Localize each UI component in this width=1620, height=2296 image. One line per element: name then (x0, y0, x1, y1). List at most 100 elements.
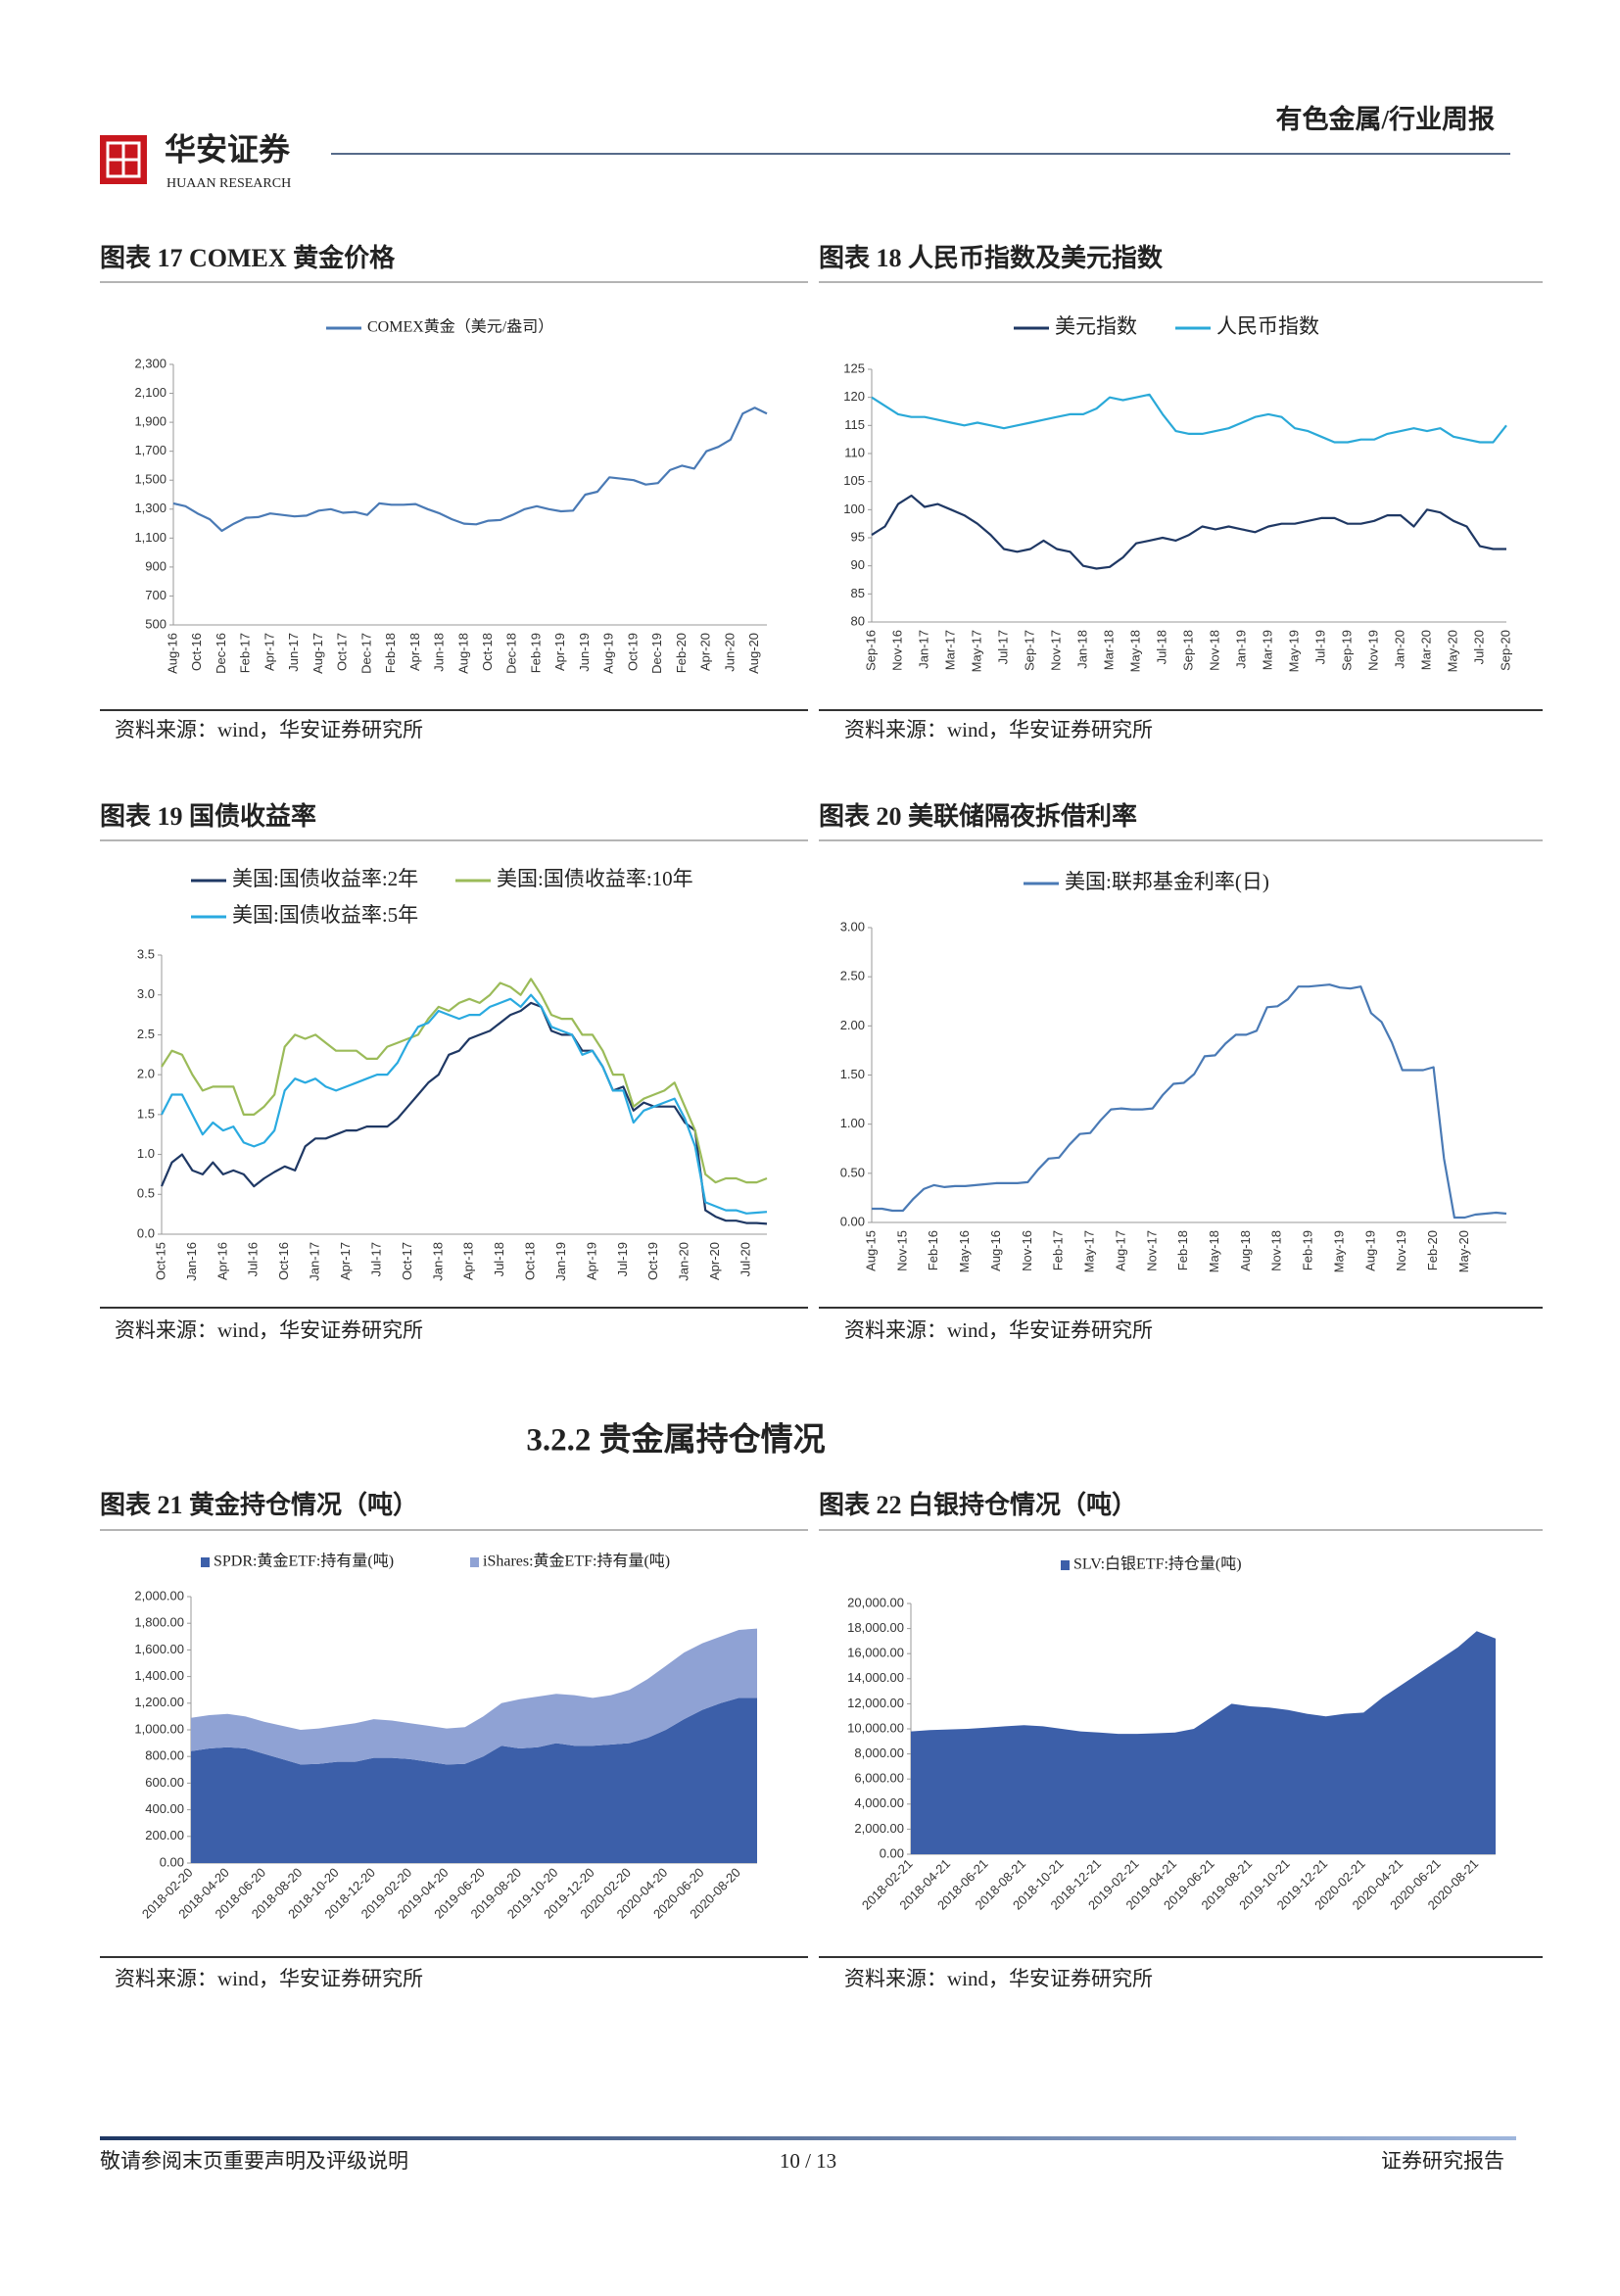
x-tick-label: Aug-20 (746, 633, 761, 674)
x-tick-label: Apr-18 (461, 1242, 476, 1280)
line-series (871, 494, 1506, 570)
x-tick-label: Feb-19 (528, 633, 543, 673)
figure-source: 资料来源：wind，华安证券研究所 (115, 1967, 423, 1990)
x-tick-label: Mar-18 (1101, 630, 1116, 670)
page-number: 10 / 13 (780, 2149, 836, 2173)
y-tick-label: 105 (843, 473, 865, 488)
x-tick-label: Feb-18 (1175, 1230, 1190, 1270)
legend-label: COMEX黄金（美元/盎司） (367, 318, 553, 336)
legend-label: 美国:国债收益率:2年 (232, 867, 418, 890)
x-tick-label: Sep-20 (1498, 630, 1512, 671)
legend-swatch (201, 1557, 210, 1567)
figure-source: 资料来源：wind，华安证券研究所 (844, 1318, 1153, 1342)
x-tick-label: Aug-17 (1113, 1230, 1127, 1271)
legend-label: 人民币指数 (1216, 314, 1319, 338)
x-tick-label: Apr-16 (214, 1242, 229, 1280)
x-tick-label: Sep-18 (1180, 630, 1195, 671)
figure-source: 资料来源：wind，华安证券研究所 (115, 1318, 423, 1342)
x-tick-label: Feb-19 (1301, 1230, 1315, 1270)
figure-title: 图表 19 国债收益率 (100, 801, 316, 831)
y-tick-label: 3.00 (840, 919, 865, 933)
x-tick-label: Aug-16 (988, 1230, 1003, 1271)
y-tick-label: 0.00 (840, 1214, 865, 1228)
x-tick-label: Aug-18 (455, 633, 470, 674)
x-tick-label: Jul-20 (738, 1242, 752, 1276)
y-tick-label: 3.0 (137, 986, 155, 1001)
figure-title: 图表 22 白银持仓情况（吨） (819, 1490, 1137, 1519)
logo: 华安证券 HUAAN RESEARCH (100, 131, 291, 191)
x-tick-label: Jan-16 (184, 1242, 199, 1281)
x-tick-label: Jun-18 (432, 633, 447, 672)
y-tick-label: 1,800.00 (134, 1615, 184, 1630)
y-tick-label: 1,700 (134, 443, 167, 457)
y-tick-label: 1,100 (134, 530, 167, 545)
y-tick-label: 16,000.00 (847, 1646, 904, 1660)
x-tick-label: Apr-17 (338, 1242, 353, 1280)
x-tick-label: Apr-17 (262, 633, 276, 671)
x-tick-label: Oct-18 (480, 633, 495, 671)
area-series (911, 1631, 1496, 1854)
legend-label: 美国:国债收益率:5年 (232, 903, 418, 927)
legend-label: SPDR:黄金ETF:持有量(吨) (214, 1553, 394, 1570)
x-tick-label: Oct-19 (625, 633, 640, 671)
line-series (161, 978, 768, 1184)
y-tick-label: 10,000.00 (847, 1720, 904, 1735)
y-tick-label: 1,000.00 (134, 1721, 184, 1736)
x-tick-label: May-19 (1331, 1230, 1346, 1272)
x-tick-label: Jan-20 (1392, 630, 1406, 669)
y-tick-label: 700 (145, 588, 167, 602)
x-tick-label: Jul-17 (368, 1242, 383, 1276)
x-tick-label: Jun-19 (577, 633, 592, 672)
x-tick-label: Sep-16 (863, 630, 878, 671)
x-tick-label: Jul-20 (1471, 630, 1486, 664)
x-tick-label: Oct-17 (335, 633, 350, 671)
x-tick-label: Feb-16 (926, 1230, 940, 1270)
figure-title: 图表 20 美联储隔夜拆借利率 (819, 801, 1137, 831)
y-tick-label: 20,000.00 (847, 1595, 904, 1609)
x-tick-label: Jul-17 (995, 630, 1010, 664)
x-tick-label: Jan-17 (916, 630, 930, 669)
y-tick-label: 1.0 (137, 1146, 155, 1161)
y-tick-label: 0.5 (137, 1186, 155, 1201)
area-series (191, 1628, 757, 1765)
x-tick-label: Mar-19 (1260, 630, 1274, 670)
y-tick-label: 0.50 (840, 1165, 865, 1179)
y-tick-label: 1,900 (134, 414, 167, 429)
x-tick-label: Oct-18 (523, 1242, 538, 1280)
x-tick-label: Jul-18 (492, 1242, 506, 1276)
x-tick-label: Jan-18 (430, 1242, 445, 1281)
x-tick-label: Oct-16 (276, 1242, 291, 1280)
x-tick-label: Oct-19 (645, 1242, 660, 1280)
y-tick-label: 95 (851, 529, 865, 544)
legend-label: 美元指数 (1055, 314, 1137, 338)
figure-title: 图表 17 COMEX 黄金价格 (100, 243, 396, 272)
legend-label: 美国:国债收益率:10年 (497, 867, 693, 890)
x-tick-label: May-19 (1286, 630, 1301, 672)
x-tick-label: Aug-16 (165, 633, 179, 674)
y-tick-label: 0.00 (880, 1845, 904, 1860)
line-series (871, 393, 1507, 444)
section-heading: 3.2.2 贵金属持仓情况 (526, 1421, 825, 1459)
x-tick-label: Dec-16 (214, 633, 228, 674)
x-tick-label: Nov-19 (1365, 630, 1380, 671)
x-tick-label: Mar-20 (1418, 630, 1433, 670)
y-tick-label: 200.00 (145, 1828, 184, 1842)
legend-label: SLV:白银ETF:持仓量(吨) (1073, 1555, 1242, 1573)
figure-source: 资料来源：wind，华安证券研究所 (115, 718, 423, 741)
y-tick-label: 14,000.00 (847, 1670, 904, 1685)
legend-swatch (470, 1557, 479, 1567)
y-tick-label: 1,200.00 (134, 1695, 184, 1709)
x-tick-label: Jul-18 (1154, 630, 1168, 664)
y-tick-label: 85 (851, 586, 865, 600)
y-tick-label: 2,300 (134, 356, 167, 370)
y-tick-label: 500 (145, 616, 167, 631)
y-tick-label: 2,000.00 (854, 1821, 904, 1836)
y-tick-label: 110 (844, 445, 865, 459)
x-tick-label: Jul-16 (246, 1242, 261, 1276)
y-tick-label: 1.00 (840, 1116, 865, 1130)
y-tick-label: 8,000.00 (854, 1746, 904, 1760)
x-tick-label: Oct-16 (189, 633, 204, 671)
x-tick-label: Feb-20 (674, 633, 689, 673)
